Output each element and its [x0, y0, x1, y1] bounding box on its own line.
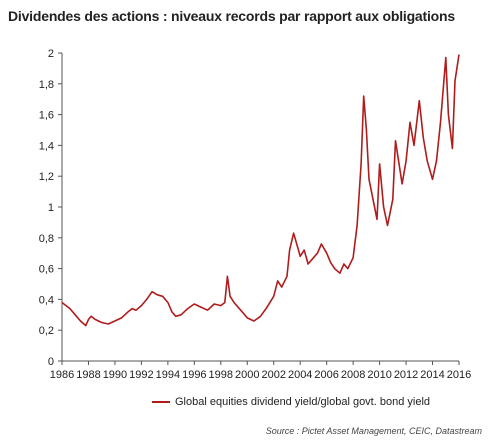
x-tick-label: 1986 [50, 369, 74, 381]
y-tick-label: 0,8 [39, 233, 54, 245]
x-tick-label: 2000 [235, 369, 259, 381]
x-tick-label: 2004 [288, 369, 312, 381]
source-note: Source : Pictet Asset Management, CEIC, … [265, 426, 482, 436]
legend-swatch [152, 401, 170, 403]
legend-label: Global equities dividend yield/global go… [175, 396, 431, 408]
y-tick-label: 0,6 [39, 264, 54, 276]
x-ticks: 1986 1988 1990 1992 1994 1996 1998 2000 2002 2004… [50, 361, 471, 381]
x-tick-label: 1988 [76, 369, 100, 381]
y-tick-label: 1,4 [39, 140, 54, 152]
x-tick-label: 1990 [103, 369, 127, 381]
y-tick-label: 2 [48, 48, 54, 60]
y-ticks: 0 0,2 0,4 0,6 0,8 1 1,2 1,4 1,6 1,8 2 [39, 48, 62, 368]
x-tick-label: 2016 [447, 369, 471, 381]
y-tick-label: 1 [48, 202, 54, 214]
y-tick-label: 1,8 [39, 79, 54, 91]
x-tick-label: 1994 [156, 369, 180, 381]
series-line [61, 54, 460, 327]
x-tick-label: 2012 [394, 369, 418, 381]
x-tick-label: 2006 [314, 369, 338, 381]
y-tick-label: 1,2 [39, 171, 54, 183]
x-tick-label: 2002 [261, 369, 285, 381]
x-tick-label: 2014 [420, 369, 444, 381]
chart-title: Dividendes des actions : niveaux records… [8, 8, 455, 24]
x-tick-label: 2008 [341, 369, 365, 381]
x-tick-label: 1996 [182, 369, 206, 381]
x-tick-label: 2010 [367, 369, 391, 381]
y-tick-label: 0,4 [39, 294, 54, 306]
x-tick-label: 1998 [209, 369, 233, 381]
y-tick-label: 0 [48, 356, 54, 368]
legend: Global equities dividend yield/global go… [152, 396, 430, 408]
x-tick-label: 1992 [129, 369, 153, 381]
y-tick-label: 0,2 [39, 325, 54, 337]
y-tick-label: 1,6 [39, 110, 54, 122]
